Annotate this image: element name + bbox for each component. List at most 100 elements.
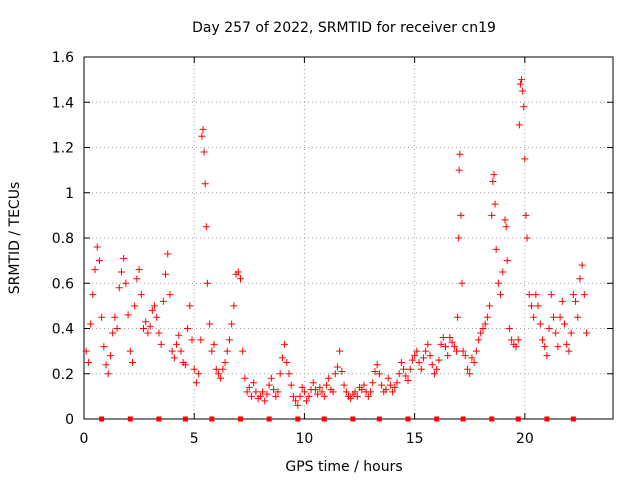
data-point <box>109 329 117 337</box>
data-point <box>217 374 225 382</box>
data-point <box>437 340 445 348</box>
baseline-marker <box>156 416 162 422</box>
baseline-marker <box>295 416 301 422</box>
data-point <box>162 270 170 278</box>
data-point <box>98 313 106 321</box>
data-point <box>214 370 222 378</box>
data-point <box>375 370 383 378</box>
data-point <box>549 313 557 321</box>
y-tick-label: 0.4 <box>52 322 74 338</box>
data-point <box>479 325 487 332</box>
data-point <box>198 132 206 140</box>
data-point <box>386 381 394 389</box>
data-point <box>547 291 555 299</box>
data-point <box>122 279 130 287</box>
data-point <box>395 370 403 378</box>
data-point <box>347 395 355 403</box>
data-point <box>192 379 200 387</box>
data-point <box>518 76 526 84</box>
data-point <box>419 354 427 362</box>
data-point <box>364 392 372 400</box>
axis-ticks <box>83 56 613 420</box>
data-point <box>133 275 141 283</box>
data-point <box>475 336 483 344</box>
data-point <box>413 347 421 355</box>
data-point <box>497 291 505 299</box>
data-point <box>239 347 247 355</box>
data-points <box>82 76 591 422</box>
data-point <box>520 103 528 111</box>
data-point <box>525 291 533 299</box>
data-point <box>494 279 502 287</box>
data-point <box>397 358 405 366</box>
baseline-marker <box>460 416 466 422</box>
data-point <box>389 388 397 396</box>
data-point <box>404 377 412 385</box>
data-point <box>225 336 233 344</box>
data-point <box>563 340 571 348</box>
data-point <box>505 325 513 332</box>
data-point <box>303 397 311 405</box>
data-point <box>541 343 549 351</box>
data-point <box>508 336 516 344</box>
data-point <box>106 352 114 360</box>
data-point <box>287 381 295 389</box>
x-tick-label: 0 <box>80 431 89 447</box>
data-point <box>206 320 214 328</box>
data-point <box>166 291 174 299</box>
data-point <box>336 347 344 355</box>
data-point <box>466 370 474 378</box>
data-point <box>272 392 280 400</box>
y-tick-label: 0 <box>65 412 74 428</box>
data-point <box>522 211 530 219</box>
x-tick-label: 5 <box>190 431 199 447</box>
x-axis-label: GPS time / hours <box>285 459 402 475</box>
data-point <box>223 347 231 355</box>
data-point <box>576 275 584 283</box>
data-point <box>265 381 273 389</box>
data-point <box>250 379 258 387</box>
data-point <box>470 358 478 366</box>
data-point <box>433 365 441 373</box>
data-point <box>252 388 260 396</box>
data-point <box>490 171 498 179</box>
data-point <box>514 336 522 344</box>
data-point <box>516 80 524 88</box>
data-point <box>173 340 181 348</box>
data-point <box>492 245 500 253</box>
data-point <box>333 363 341 371</box>
data-point <box>93 243 101 251</box>
baseline-marker <box>266 416 272 422</box>
data-point <box>131 302 139 310</box>
data-point <box>325 374 333 382</box>
data-point <box>415 358 423 366</box>
data-point <box>444 352 452 360</box>
data-point <box>256 392 264 400</box>
data-point <box>430 370 438 378</box>
y-tick-label: 1.4 <box>52 95 74 111</box>
data-point <box>243 388 251 396</box>
data-point <box>95 257 103 265</box>
data-point <box>144 329 152 337</box>
data-point <box>499 268 507 276</box>
axis-tick-labels: 0 0.2 0.4 0.6 0.8 1 1.2 1.4 1.6 0 5 10 15 20 <box>52 50 534 447</box>
baseline-marker <box>489 416 495 422</box>
data-point <box>219 365 227 373</box>
data-point <box>314 390 322 398</box>
baseline-marker <box>544 416 550 422</box>
data-point <box>400 365 408 373</box>
data-point <box>578 261 586 269</box>
data-point <box>259 388 267 396</box>
y-tick-label: 0.6 <box>52 276 74 292</box>
y-axis-label: SRMTID / TECUs <box>7 182 23 295</box>
baseline-marker <box>209 416 215 422</box>
data-point <box>300 388 308 396</box>
data-point <box>545 325 553 332</box>
data-point <box>128 358 136 366</box>
data-point <box>439 334 447 342</box>
data-point <box>406 365 414 373</box>
x-tick-label: 20 <box>516 431 534 447</box>
data-point <box>488 211 496 219</box>
